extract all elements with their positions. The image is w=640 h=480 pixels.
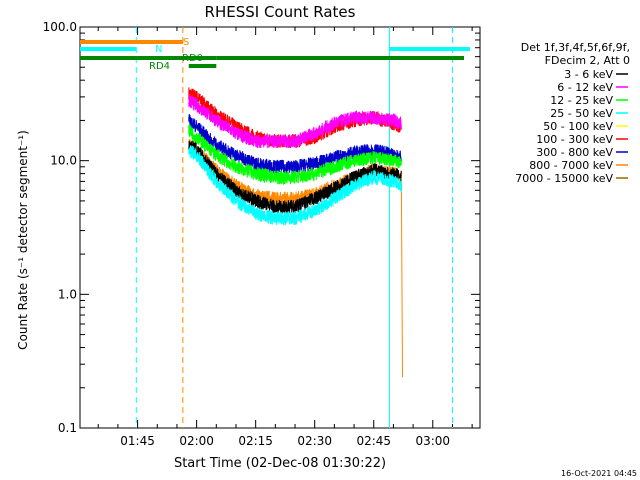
y-axis-label: Count Rate (s⁻¹ detector segment⁻¹)	[16, 130, 30, 350]
y-tick-label: 0.1	[58, 421, 77, 435]
footer-timestamp: 16-Oct-2021 04:45	[561, 469, 637, 478]
axis-tick-labels: 0.1 1.0 10.0 100.0 01:45 02:00 02:15 02:30 02:45…	[43, 20, 450, 448]
legend-entry-label: 50 - 100 keV	[543, 120, 613, 133]
legend-header-line1: Det 1f,3f,4f,5f,6f,9f,	[521, 41, 630, 54]
attenuator-bar-label: N	[155, 44, 162, 55]
x-tick-label: 02:45	[356, 434, 391, 448]
y-tick-label: 10.0	[50, 154, 77, 168]
x-axis-label: Start Time (02-Dec-08 01:30:22)	[174, 456, 386, 471]
x-tick-label: 02:30	[297, 434, 332, 448]
legend-header-line2: FDecim 2, Att 0	[545, 54, 630, 67]
x-tick-label: 03:00	[415, 434, 450, 448]
legend-entry-label: 300 - 800 keV	[536, 146, 613, 159]
chart-title: RHESSI Count Rates	[205, 3, 356, 21]
y-tick-label: 100.0	[43, 20, 77, 34]
series-line	[188, 123, 402, 185]
x-tick-label: 01:45	[120, 434, 155, 448]
series-lines	[188, 87, 403, 378]
legend-entry-label: 3 - 6 keV	[564, 68, 613, 81]
x-tick-label: 02:15	[238, 434, 273, 448]
y-tick-label: 1.0	[58, 287, 77, 301]
attenuator-bars: S N RD4 RD0	[80, 37, 470, 72]
vertical-markers	[135, 27, 453, 428]
x-tick-label: 02:00	[179, 434, 214, 448]
legend-entry-label: 800 - 7000 keV	[529, 159, 613, 172]
series-line	[188, 145, 402, 226]
legend-entry-label: 25 - 50 keV	[550, 107, 613, 120]
legend-entry-label: 6 - 12 keV	[557, 81, 613, 94]
plot-frame	[79, 26, 481, 429]
attenuator-bar-label: RD4	[149, 61, 170, 72]
axis-ticks	[80, 26, 480, 429]
attenuator-bar-label: RD0	[182, 53, 203, 64]
legend-entry-label: 12 - 25 keV	[550, 94, 613, 107]
legend: Det 1f,3f,4f,5f,6f,9f, FDecim 2, Att 0 3…	[515, 41, 630, 185]
legend-entry-label: 100 - 300 keV	[536, 133, 613, 146]
legend-entry-label: 7000 - 15000 keV	[515, 172, 613, 185]
series-line	[188, 94, 402, 149]
attenuator-bar-label: S	[183, 37, 189, 48]
